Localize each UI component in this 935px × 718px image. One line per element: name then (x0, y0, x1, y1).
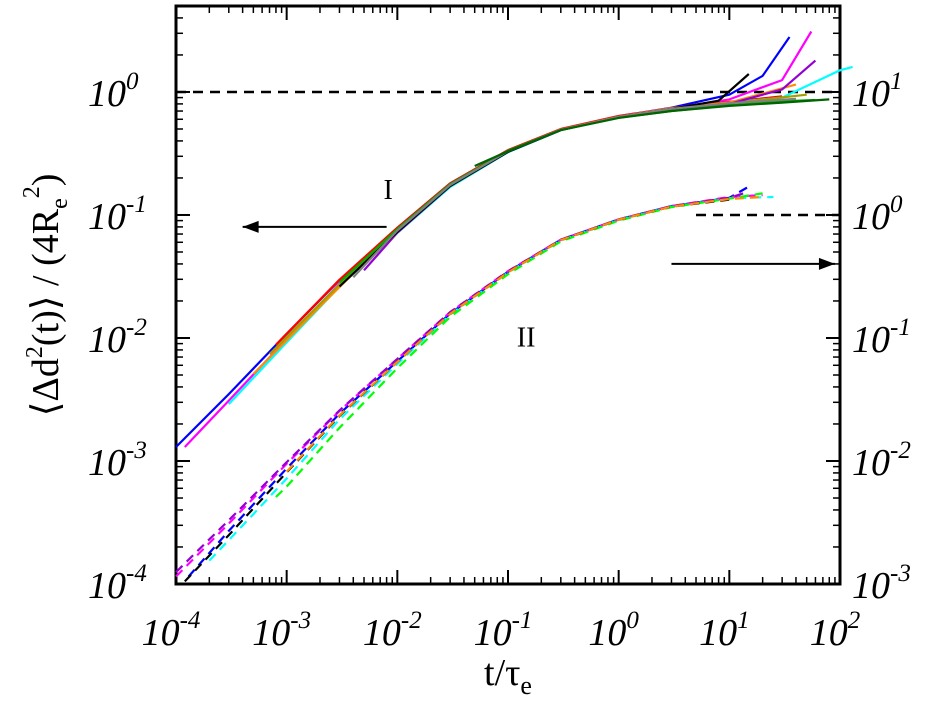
y-axis-title-sup1: 2 (22, 346, 48, 358)
series-I-line-4 (227, 65, 853, 405)
y-right-tick-label-base: 10 (852, 565, 890, 607)
x-tick-labels: 10-4 10-3 10-2 10-1 100 101 102 (142, 607, 861, 654)
series-I-line-8 (338, 73, 750, 288)
x-tick-label-base: 10 (142, 612, 180, 654)
y-left-tick-label: 10-2 (88, 314, 147, 361)
series-group-I (175, 30, 853, 448)
x-tick-label-base: 10 (252, 612, 290, 654)
y-right-tick-label: 100 (852, 191, 903, 238)
x-tick-label: 10-1 (474, 607, 533, 654)
y-left-tick-label-base: 10 (88, 565, 126, 607)
series-I-line-1 (175, 36, 791, 448)
annotations: III (242, 175, 835, 354)
series-II-line-5 (175, 190, 750, 573)
x-tick-label-exp: 0 (626, 607, 639, 634)
y-right-tick-label-exp: -3 (890, 560, 911, 587)
series-group-II (175, 185, 774, 583)
y-left-tick-label-exp: -3 (126, 437, 147, 464)
y-left-tick-label-exp: -1 (126, 191, 147, 218)
x-tick-label-exp: 2 (848, 607, 861, 634)
annotation-label: I (384, 175, 393, 206)
y-right-tick-label-exp: -2 (890, 437, 911, 464)
y-right-tick-label-base: 10 (852, 196, 890, 238)
y-axis-title-part2: (t)⟩ / (4R (25, 208, 67, 346)
y-axis-title-sup2: 2 (19, 186, 45, 198)
series-II-line-1 (187, 185, 750, 578)
y-right-tick-label-exp: 1 (890, 68, 903, 95)
y-axis-title: ⟨Δd2(t)⟩ / (4Re2) (19, 174, 73, 417)
x-tick-label-base: 10 (363, 612, 401, 654)
x-tick-label: 100 (588, 607, 639, 654)
y-left-tick-label-exp: -2 (126, 314, 147, 341)
series-I-line-11 (474, 98, 830, 168)
y-axis-title-part3: ) (25, 174, 67, 187)
x-tick-label: 10-4 (142, 607, 201, 654)
series-II-line-4 (275, 192, 763, 498)
y-left-tick-label: 10-1 (88, 191, 147, 238)
x-tick-label: 102 (810, 607, 861, 654)
y-axis-title-part1: ⟨Δd (25, 358, 67, 416)
series-II-line-2 (175, 194, 763, 578)
x-axis-title-sub: e (520, 671, 532, 700)
arrow-left-head (242, 220, 259, 233)
y-left-tick-label-base: 10 (88, 442, 126, 484)
y-right-tick-label: 10-1 (852, 314, 911, 361)
series-I-line-6 (268, 93, 807, 355)
annotation-label: II (517, 323, 536, 354)
series-II-line-6 (184, 198, 730, 583)
y-left-tick-label-exp: -4 (126, 560, 147, 587)
arrow-right-head (818, 257, 835, 270)
y-left-tick-label: 10-3 (88, 437, 147, 484)
ticks (175, 5, 841, 585)
x-axis-title-main: t/τ (484, 652, 520, 694)
y-left-tick-label-base: 10 (88, 319, 126, 361)
y-left-tick-label-exp: 0 (126, 68, 139, 95)
y-right-tick-label-exp: -1 (890, 314, 911, 341)
x-tick-label-exp: -3 (290, 607, 311, 634)
y-left-tick-label-base: 10 (88, 73, 126, 115)
series-II-line-3 (208, 195, 774, 562)
x-tick-label-exp: -4 (180, 607, 201, 634)
x-tick-label-base: 10 (699, 612, 737, 654)
y-right-tick-label-base: 10 (852, 319, 890, 361)
series-I-line-3 (275, 95, 783, 346)
y-right-tick-label-base: 10 (852, 73, 890, 115)
x-tick-label-base: 10 (588, 612, 626, 654)
y-right-tick-label: 10-3 (852, 560, 911, 607)
y-right-tick-label-exp: 0 (890, 191, 903, 218)
x-tick-label-exp: -1 (512, 607, 533, 634)
series-I-line-2 (184, 30, 813, 448)
y-axis-title-sub2: e (47, 198, 73, 209)
x-tick-label-exp: -2 (401, 607, 422, 634)
y-left-tick-label: 100 (88, 68, 139, 115)
x-tick-label: 10-3 (252, 607, 311, 654)
y-right-tick-label: 10-2 (852, 437, 911, 484)
y-left-tick-label: 10-4 (88, 560, 147, 607)
x-tick-label-exp: 1 (737, 607, 750, 634)
y-right-tick-label: 101 (852, 68, 903, 115)
y-left-tick-label-base: 10 (88, 196, 126, 238)
y-right-tick-label-base: 10 (852, 442, 890, 484)
x-tick-label-base: 10 (474, 612, 512, 654)
x-tick-label: 101 (699, 607, 750, 654)
x-tick-label: 10-2 (363, 607, 422, 654)
x-axis-title: t/τe (484, 652, 532, 700)
x-tick-label-base: 10 (810, 612, 848, 654)
